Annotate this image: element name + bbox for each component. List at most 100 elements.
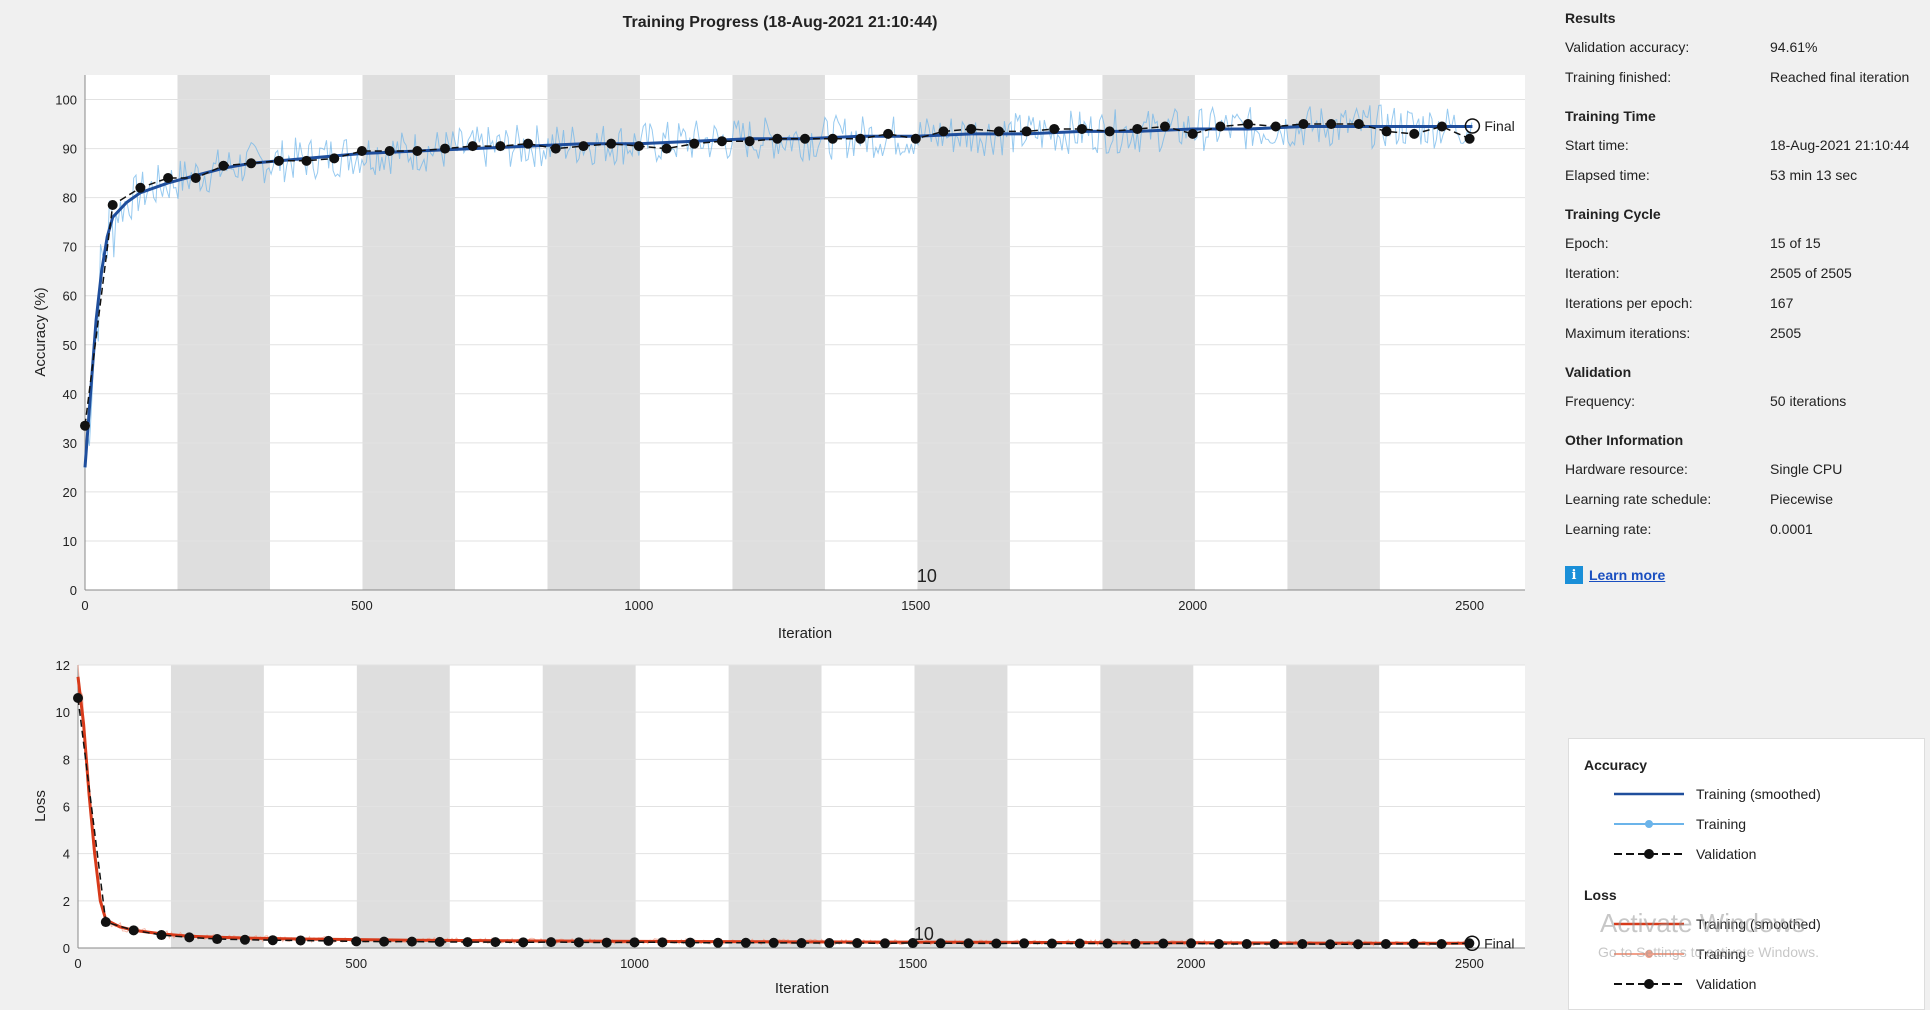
epoch-shade (917, 75, 1010, 590)
validation-point (73, 693, 83, 704)
validation-point (1160, 121, 1170, 132)
validation-point (1213, 938, 1224, 949)
info-value: 15 of 15 (1770, 235, 1821, 251)
accuracy-validation-line (84, 123, 1470, 426)
loss-x-axis-label: Iteration (775, 980, 829, 997)
validation-point (1215, 121, 1226, 132)
legend-item: Validation (1569, 969, 1924, 999)
validation-point (573, 937, 584, 948)
results-heading: Results (1565, 10, 1616, 26)
info-value: 2505 (1770, 325, 1802, 341)
validation-point (440, 143, 450, 154)
loss-y-axis-label: Loss (32, 790, 49, 822)
legend-line-smoothed-icon (1614, 922, 1684, 926)
validation-point (800, 133, 810, 144)
info-panel: Results Validation accuracy: 94.61% Train… (1565, 10, 1925, 584)
validation-point (993, 126, 1004, 137)
validation-point (184, 932, 195, 943)
legend-item: Training (smoothed) (1569, 909, 1924, 939)
validation-point (772, 133, 783, 144)
legend-item: Training (1569, 809, 1924, 839)
validation-point (796, 938, 807, 949)
validation-point (301, 155, 312, 166)
validation-point (1297, 938, 1308, 949)
validation-point (883, 128, 894, 139)
validation-point (1046, 938, 1057, 949)
validation-point (910, 133, 921, 144)
validation-point (550, 143, 561, 154)
validation-point (434, 936, 445, 947)
accuracy-y-axis-label: Accuracy (%) (32, 287, 49, 376)
validation-point (606, 138, 617, 149)
validation-point (966, 123, 977, 134)
y-tick-label: 6 (63, 800, 70, 815)
info-row: Hardware resource: Single CPU (1565, 454, 1925, 484)
learn-more[interactable]: i Learn more (1565, 566, 1925, 584)
loss-plot: 0 2 4 6 8 10 12 0 500 1000 1500 2000 2500 10 Final I… (32, 658, 1525, 997)
info-value: 94.61% (1770, 39, 1818, 55)
validation-point (351, 936, 362, 947)
validation-point (462, 937, 473, 948)
validation-point (1408, 938, 1419, 949)
info-key: Learning rate: (1565, 521, 1652, 537)
validation-point (827, 133, 838, 144)
validation-point (329, 153, 340, 164)
info-value: Piecewise (1770, 491, 1834, 507)
y-tick-label: 40 (63, 387, 77, 402)
learn-more-link[interactable]: Learn more (1589, 567, 1666, 583)
legend-accuracy-heading: Accuracy (1584, 757, 1648, 773)
validation-point (490, 937, 501, 948)
validation-point (523, 138, 534, 149)
validation-point (128, 925, 139, 936)
validation-point (107, 199, 118, 210)
legend-label: Validation (1696, 846, 1757, 862)
validation-point (100, 917, 111, 928)
validation-point (495, 141, 506, 152)
training-raw-line (84, 104, 1473, 469)
info-value: 18-Aug-2021 21:10:44 (1770, 137, 1910, 153)
validation-point (1186, 938, 1197, 949)
validation-point (824, 938, 835, 949)
x-tick-label: 2500 (1455, 956, 1484, 971)
validation-point (1298, 119, 1309, 130)
validation-point (412, 146, 423, 157)
y-tick-label: 80 (63, 191, 77, 206)
validation-point (1076, 123, 1087, 134)
validation-point (379, 936, 390, 947)
validation-point (1325, 939, 1336, 950)
loss-final-label: Final (1484, 935, 1514, 951)
validation-point (239, 934, 250, 945)
y-tick-label: 100 (55, 93, 77, 108)
info-value: 53 min 13 sec (1770, 167, 1858, 183)
legend-label: Training (1696, 946, 1747, 962)
validation-point (716, 136, 727, 147)
y-tick-label: 10 (56, 705, 70, 720)
plots-canvas: Training Progress (18-Aug-2021 21:10:44)… (32, 14, 1525, 997)
validation-point (1464, 938, 1475, 949)
accuracy-final-label: Final (1484, 118, 1514, 134)
validation-point (135, 182, 146, 193)
x-tick-label: 2000 (1177, 956, 1206, 971)
info-row: Frequency: 50 iterations (1565, 386, 1925, 416)
y-tick-label: 0 (63, 941, 70, 956)
validation-point (356, 146, 367, 157)
validation-point (295, 935, 306, 946)
y-tick-label: 8 (63, 752, 70, 767)
legend-label: Training (1696, 816, 1747, 832)
validation-point (578, 141, 589, 152)
info-row: Epoch: 15 of 15 (1565, 228, 1925, 258)
validation-point (190, 173, 201, 183)
validation-point (852, 938, 863, 949)
validation-point (1436, 121, 1447, 132)
legend-label: Training (smoothed) (1696, 786, 1821, 802)
info-key: Epoch: (1565, 235, 1609, 251)
validation-point (323, 935, 334, 946)
info-row: Iteration: 2505 of 2505 (1565, 258, 1925, 288)
info-key: Validation accuracy: (1565, 39, 1690, 55)
validation-point (163, 173, 174, 183)
info-row: Learning rate schedule: Piecewise (1565, 484, 1925, 514)
x-tick-label: 500 (351, 598, 373, 613)
validation-point (685, 937, 696, 948)
info-key: Learning rate schedule: (1565, 491, 1712, 507)
